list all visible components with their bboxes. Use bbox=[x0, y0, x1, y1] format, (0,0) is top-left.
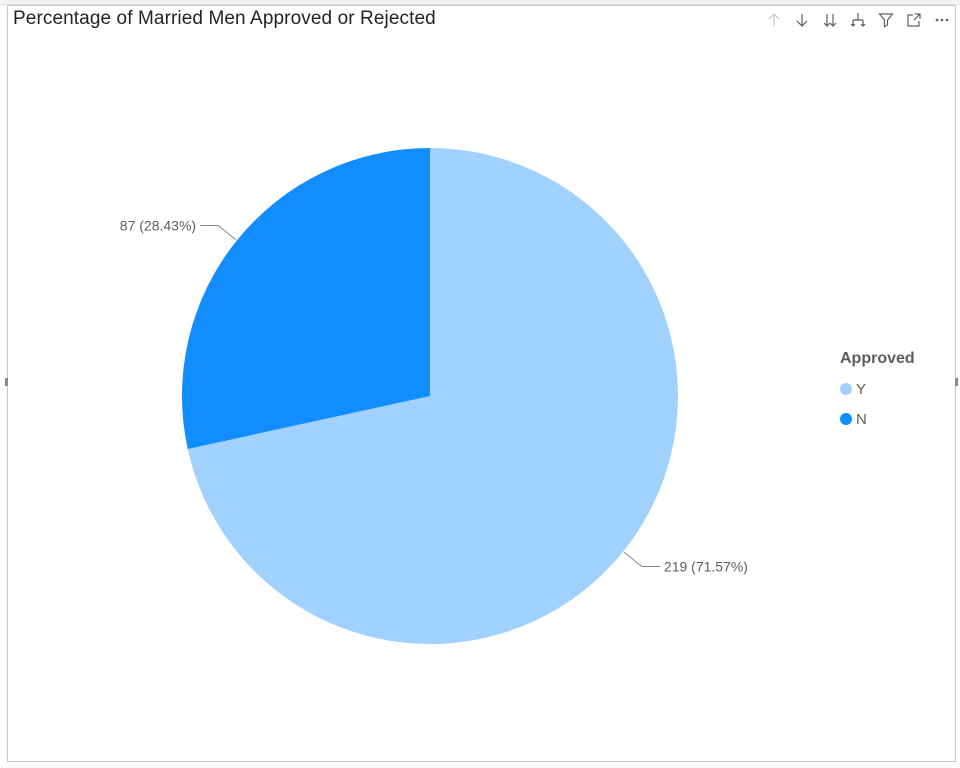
legend-label-y: Y bbox=[856, 380, 867, 398]
chart-title: Percentage of Married Men Approved or Re… bbox=[13, 8, 436, 29]
filter-icon[interactable] bbox=[876, 10, 895, 29]
legend-title: Approved bbox=[840, 350, 915, 367]
visual-header-icons bbox=[764, 10, 951, 29]
expand-all-down-icon[interactable] bbox=[820, 10, 839, 29]
more-options-icon[interactable] bbox=[932, 10, 951, 29]
report-canvas-top-strip bbox=[0, 0, 960, 5]
pie-chart-visual[interactable]: Percentage of Married Men Approved or Re… bbox=[5, 5, 958, 762]
drill-down-icon[interactable] bbox=[792, 10, 811, 29]
legend-marker-y bbox=[840, 383, 852, 395]
legend-label-n: N bbox=[856, 410, 867, 428]
focus-mode-icon[interactable] bbox=[904, 10, 923, 29]
legend-item-y[interactable]: Y bbox=[840, 374, 915, 404]
drill-up-icon[interactable] bbox=[764, 10, 783, 29]
resize-handle-right[interactable] bbox=[955, 378, 958, 386]
legend-marker-n bbox=[840, 413, 852, 425]
expand-hierarchy-icon[interactable] bbox=[848, 10, 867, 29]
resize-handle-left[interactable] bbox=[5, 378, 8, 386]
legend-item-n[interactable]: N bbox=[840, 404, 915, 434]
